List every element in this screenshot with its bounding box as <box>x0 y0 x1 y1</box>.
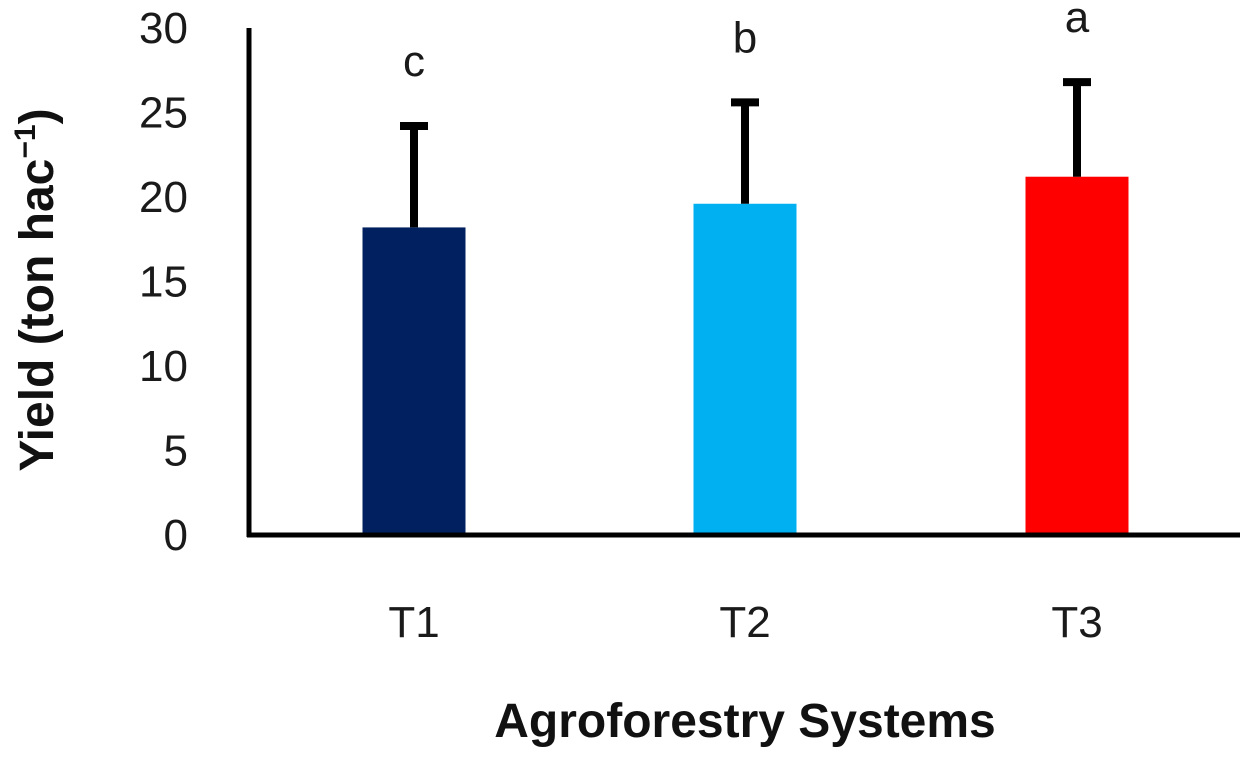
bar-t3 <box>1025 176 1129 535</box>
significance-label-t1: c <box>403 37 425 86</box>
y-tick-label: 15 <box>139 258 188 307</box>
y-axis-title-superscript: −1 <box>9 124 42 158</box>
bar-t1 <box>362 227 466 536</box>
y-tick-label: 25 <box>139 89 188 138</box>
bars-group <box>362 176 1129 536</box>
significance-label-t3: a <box>1065 0 1090 42</box>
y-tick-label: 30 <box>139 4 188 53</box>
y-axis-title-suffix: ) <box>11 108 64 124</box>
y-axis-title-main: Yield (ton hac <box>11 159 64 472</box>
significance-label-t2: b <box>733 13 757 62</box>
x-axis-categories: T1 T2 T3 <box>388 598 1102 647</box>
bar-t2 <box>693 203 797 535</box>
y-axis-ticks: 0 5 10 15 20 25 30 <box>139 4 188 560</box>
category-label-t2: T2 <box>719 598 770 647</box>
y-tick-label: 10 <box>139 342 188 391</box>
x-axis-title: Agroforestry Systems <box>494 695 996 748</box>
y-tick-label: 0 <box>164 511 188 560</box>
category-label-t1: T1 <box>388 598 439 647</box>
error-bars-group <box>400 78 1091 228</box>
y-axis-title: Yield (ton hac−1) <box>9 108 64 471</box>
y-tick-label: 5 <box>164 427 188 476</box>
y-tick-label: 20 <box>139 173 188 222</box>
category-label-t3: T3 <box>1051 598 1102 647</box>
